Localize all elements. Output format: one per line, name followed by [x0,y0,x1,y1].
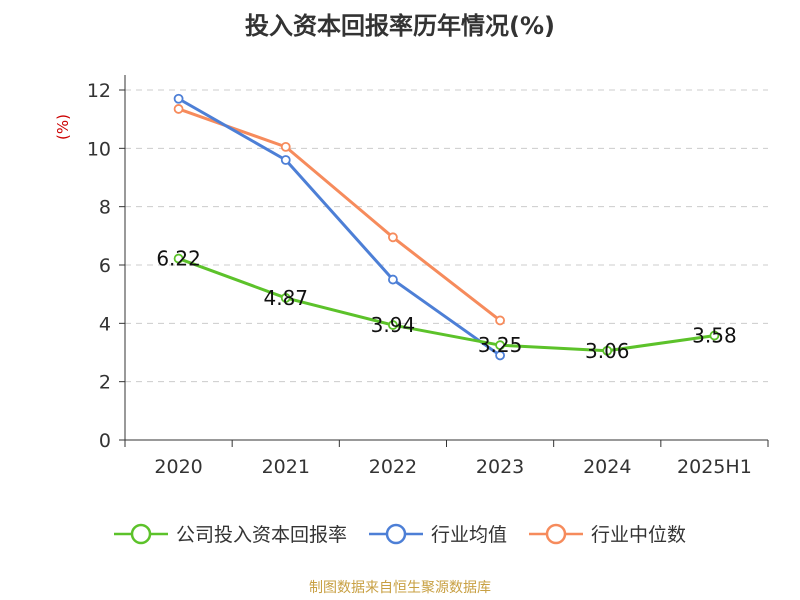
x-tick-label: 2024 [583,456,631,478]
data-point [280,155,291,165]
data-label: 3.94 [371,313,416,337]
data-point [173,253,184,264]
data-label: 3.06 [585,339,630,363]
x-tick-label: 2021 [262,456,310,478]
legend: 公司投入资本回报率 行业均值 行业中位数 [0,520,800,547]
data-point [280,293,291,303]
data-point [388,232,398,243]
gridlines [125,89,768,383]
data-point [602,345,613,356]
data-label: 4.87 [263,286,308,310]
chart-title: 投入资本回报率历年情况(%) [245,12,555,40]
legend-item[interactable]: 公司投入资本回报率 [113,520,347,547]
data-labels: 6.22 4.87 3.94 3.25 3.06 3.58 [156,247,736,363]
y-axis-label: (%) [54,114,72,140]
data-point [388,320,398,330]
legend-item[interactable]: 行业均值 [368,520,507,547]
legend-label: 行业均值 [430,524,507,546]
legend-item[interactable]: 行业中位数 [529,520,686,547]
y-tick-label: 10 [87,138,111,160]
series-line [178,107,502,322]
axes: 0 2 4 6 8 10 12 2020 2021 2022 2023 2024 2025H1 (%) [54,75,769,478]
data-point [173,104,184,114]
y-tick-label: 12 [87,80,111,102]
legend-label: 行业中位数 [591,524,687,546]
data-label: 3.25 [478,333,523,357]
series-line [177,97,501,357]
series-lines [173,93,720,361]
x-tick-label: 2025H1 [677,456,752,478]
legend-line-marker-icon [368,523,423,544]
y-tick-label: 0 [99,430,111,452]
data-point [388,274,398,285]
legend-line-marker-icon [529,523,583,544]
legend-line-marker-icon [113,523,168,544]
y-tick-label: 6 [99,255,111,277]
source-note: 制图数据来自恒生聚源数据库 [309,580,491,596]
x-tick-label: 2023 [476,456,524,478]
data-label: 6.22 [156,247,201,271]
data-point [709,330,720,341]
data-label: 3.58 [692,324,737,348]
series-line [178,257,715,353]
data-point [280,141,291,152]
x-tick-label: 2020 [154,456,202,478]
legend-label: 公司投入资本回报率 [175,524,347,546]
y-tick-label: 4 [99,313,111,335]
data-point [173,93,184,104]
data-point [495,350,505,361]
y-tick-label: 2 [99,372,111,394]
x-tick-label: 2022 [369,456,417,478]
data-point [495,340,505,351]
y-tick-label: 8 [99,197,111,219]
data-point [495,315,505,326]
